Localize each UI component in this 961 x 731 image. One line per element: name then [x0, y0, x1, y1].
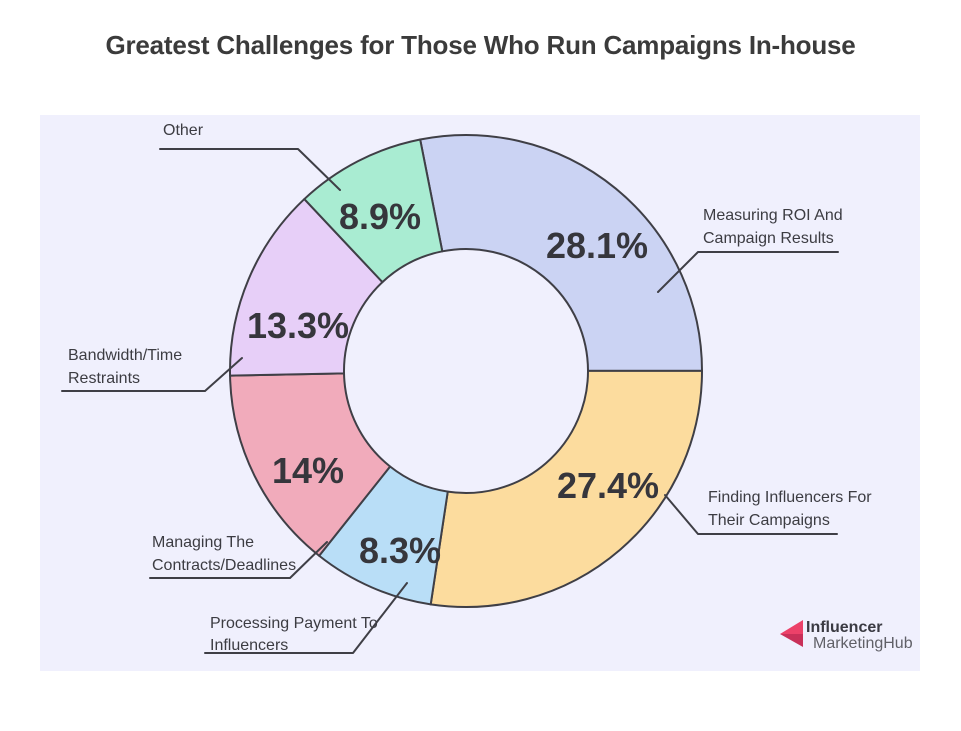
- segment-value-label-finding-influencers-for-their-campaigns: 27.4%: [557, 465, 659, 506]
- leader-line-bandwidth-time-restraints: [61, 357, 243, 392]
- brand-name-line2: MarketingHub: [813, 635, 913, 652]
- pie-segment-other: [303, 138, 444, 284]
- segment-name-label-managing-the-contracts-deadlines: Managing The: [152, 534, 254, 551]
- segment-value-label-other: 8.9%: [339, 196, 421, 237]
- leader-line-managing-the-contracts-deadlines: [149, 541, 328, 579]
- segment-name-label-finding-influencers-for-their-campaigns: Finding Influencers For: [708, 489, 872, 506]
- pie-segment-measuring-roi-and-campaign-results: [419, 134, 703, 372]
- segment-name-label-bandwidth-time-restraints: Bandwidth/Time: [68, 347, 182, 364]
- segment-name-label-finding-influencers-for-their-campaigns: Their Campaigns: [708, 512, 830, 529]
- leader-line-processing-payment-to-influencers: [204, 582, 408, 654]
- brand-wordmark: Influencer MarketingHub: [806, 620, 913, 652]
- segment-name-label-bandwidth-time-restraints: Restraints: [68, 370, 140, 387]
- segment-name-label-processing-payment-to-influencers: Influencers: [210, 637, 288, 654]
- segment-name-label-managing-the-contracts-deadlines: Contracts/Deadlines: [152, 557, 296, 574]
- segment-value-label-managing-the-contracts-deadlines: 14%: [272, 450, 344, 491]
- segment-name-label-processing-payment-to-influencers: Processing Payment To: [210, 615, 378, 632]
- leader-line-other: [159, 148, 341, 191]
- pie-segment-finding-influencers-for-their-campaigns: [429, 369, 703, 608]
- brand-name-line1: Influencer: [806, 619, 883, 636]
- brand-logo: Influencer MarketingHub: [780, 620, 913, 652]
- brand-arrow-icon: [780, 620, 803, 647]
- chart-panel: 28.1% Measuring ROI And Campaign Results 27…: [40, 115, 920, 671]
- leader-line-finding-influencers-for-their-campaigns: [664, 494, 838, 535]
- segment-name-label-other: Other: [163, 122, 204, 139]
- segment-name-label-measuring-roi-and-campaign-results: Campaign Results: [703, 230, 834, 247]
- segment-value-label-processing-payment-to-influencers: 8.3%: [359, 530, 441, 571]
- donut-chart: 28.1% Measuring ROI And Campaign Results 27…: [61, 122, 872, 654]
- segment-name-label-measuring-roi-and-campaign-results: Measuring ROI And: [703, 207, 843, 224]
- pie-segment-managing-the-contracts-deadlines: [229, 372, 392, 557]
- chart-title: Greatest Challenges for Those Who Run Ca…: [105, 30, 856, 60]
- leader-line-measuring-roi-and-campaign-results: [657, 251, 839, 293]
- segment-value-label-measuring-roi-and-campaign-results: 28.1%: [546, 225, 648, 266]
- segment-value-label-bandwidth-time-restraints: 13.3%: [247, 305, 349, 346]
